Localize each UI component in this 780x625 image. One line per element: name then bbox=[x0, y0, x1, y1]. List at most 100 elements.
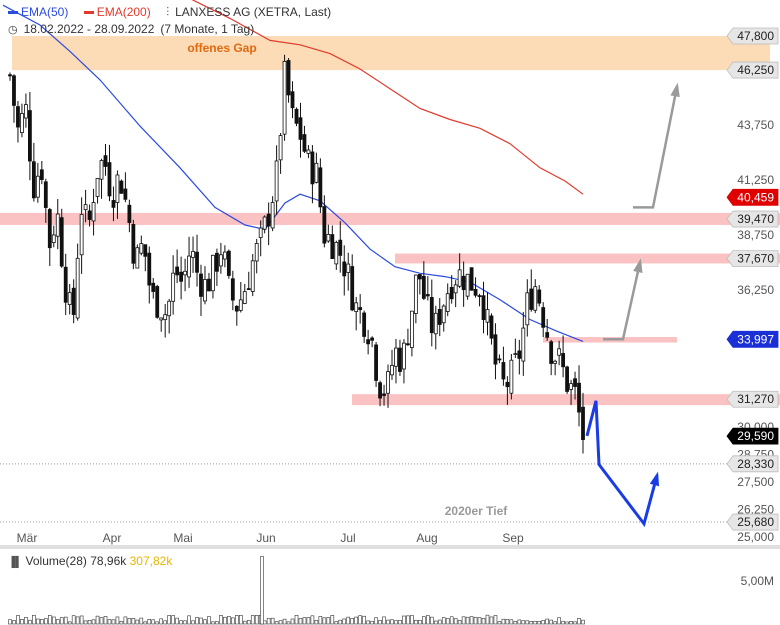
price-tick-1: 46,250 bbox=[726, 61, 779, 79]
candle bbox=[290, 81, 295, 119]
month-label: Jun bbox=[256, 531, 275, 545]
candle-body bbox=[24, 104, 28, 119]
candle bbox=[167, 298, 172, 334]
candle-body bbox=[262, 216, 267, 230]
candle-body bbox=[386, 371, 390, 394]
candle-body bbox=[215, 252, 219, 272]
volume-bar bbox=[290, 618, 295, 625]
gap-label: offenes Gap bbox=[187, 41, 256, 55]
candle-body bbox=[421, 275, 426, 299]
candle-body bbox=[390, 364, 394, 376]
volume-bar bbox=[91, 619, 96, 625]
candle-body bbox=[226, 250, 231, 276]
candle bbox=[429, 279, 434, 347]
candle bbox=[322, 195, 327, 248]
candle bbox=[203, 266, 207, 305]
arrow-grey-1 bbox=[603, 262, 642, 341]
volume-bar bbox=[545, 618, 549, 625]
candle-body bbox=[135, 247, 140, 269]
volume-bar bbox=[294, 614, 299, 625]
month-label: Mär bbox=[17, 531, 38, 545]
candle bbox=[529, 269, 534, 312]
candle-body bbox=[366, 339, 371, 345]
volume-bar bbox=[477, 617, 482, 625]
candle-body bbox=[258, 227, 263, 238]
candle-body bbox=[441, 305, 446, 324]
candle bbox=[195, 234, 199, 287]
candle bbox=[461, 261, 466, 307]
volume-bar bbox=[525, 620, 530, 625]
candle bbox=[20, 103, 24, 138]
candle-body bbox=[63, 266, 68, 303]
candle bbox=[211, 254, 215, 299]
volume-bar bbox=[513, 621, 518, 625]
chart-legend: EMA(50) EMA(200) ⫶ LANXESS AG (XETRA, Las… bbox=[8, 5, 337, 20]
candle bbox=[87, 204, 92, 227]
volume-bar bbox=[75, 616, 80, 625]
volume-bar bbox=[581, 619, 585, 625]
volume-bar bbox=[390, 619, 394, 625]
volume-bar bbox=[453, 618, 458, 625]
volume-bar bbox=[36, 618, 40, 625]
price-tick-7: 37,670 bbox=[726, 250, 779, 267]
candle bbox=[553, 359, 558, 376]
volume-bar bbox=[127, 618, 132, 625]
candle bbox=[107, 144, 112, 202]
candle-body bbox=[429, 297, 434, 334]
candle bbox=[270, 196, 275, 232]
candle-body bbox=[561, 353, 566, 368]
price-tag-label: 40,459 bbox=[737, 190, 774, 204]
time-axis: Mär Apr Mai Jun Jul Aug Sep bbox=[17, 531, 524, 545]
volume-bar bbox=[342, 618, 347, 625]
candle bbox=[406, 328, 410, 346]
instrument-name: LANXESS AG (XETRA, Last) bbox=[175, 5, 332, 19]
ema200-legend[interactable]: EMA(200) bbox=[83, 5, 157, 19]
candle-body bbox=[187, 255, 191, 278]
candle bbox=[67, 283, 72, 315]
candle bbox=[51, 225, 56, 248]
candle bbox=[386, 364, 390, 408]
candle bbox=[103, 143, 108, 176]
candle-body bbox=[350, 266, 355, 311]
candle bbox=[493, 323, 498, 380]
candle bbox=[179, 256, 184, 300]
volume-bar bbox=[203, 619, 207, 625]
volume-bar bbox=[250, 615, 255, 625]
candle-body bbox=[449, 286, 454, 300]
volume-bar bbox=[282, 618, 287, 625]
volume-bar bbox=[493, 615, 498, 625]
volume-bar bbox=[326, 617, 331, 625]
candle-body bbox=[342, 261, 347, 277]
candle-body bbox=[31, 161, 36, 199]
candle-body bbox=[394, 347, 398, 367]
volume-bar bbox=[12, 620, 16, 625]
candle bbox=[111, 186, 116, 222]
candle-body bbox=[39, 169, 44, 180]
volume-bar bbox=[71, 615, 76, 625]
month-label: Aug bbox=[416, 531, 437, 545]
candle bbox=[274, 145, 279, 215]
candle-body bbox=[481, 295, 486, 320]
candle bbox=[334, 240, 339, 270]
volume-bar bbox=[83, 620, 88, 625]
volume-bar bbox=[235, 615, 239, 625]
zone-pink-1 bbox=[0, 212, 780, 225]
candle bbox=[139, 235, 144, 256]
price-tag-box bbox=[726, 188, 779, 206]
price-tag-label: 31,270 bbox=[737, 392, 774, 406]
volume-bar bbox=[223, 616, 227, 625]
price-tick-17: 25,680 bbox=[726, 513, 779, 531]
ema50-legend[interactable]: EMA(50) bbox=[8, 5, 74, 19]
candle bbox=[398, 339, 402, 376]
candle bbox=[115, 170, 120, 219]
volume-bar bbox=[163, 620, 167, 625]
volume-bar bbox=[16, 615, 20, 625]
candle bbox=[79, 197, 84, 274]
candle-body bbox=[242, 291, 247, 304]
candle-body bbox=[413, 274, 418, 314]
volume-bar bbox=[195, 617, 199, 625]
candle bbox=[445, 283, 450, 317]
price-axis: 47,800 46,250 43,750 41,250 40,459 39,470 38,7… bbox=[726, 27, 779, 544]
